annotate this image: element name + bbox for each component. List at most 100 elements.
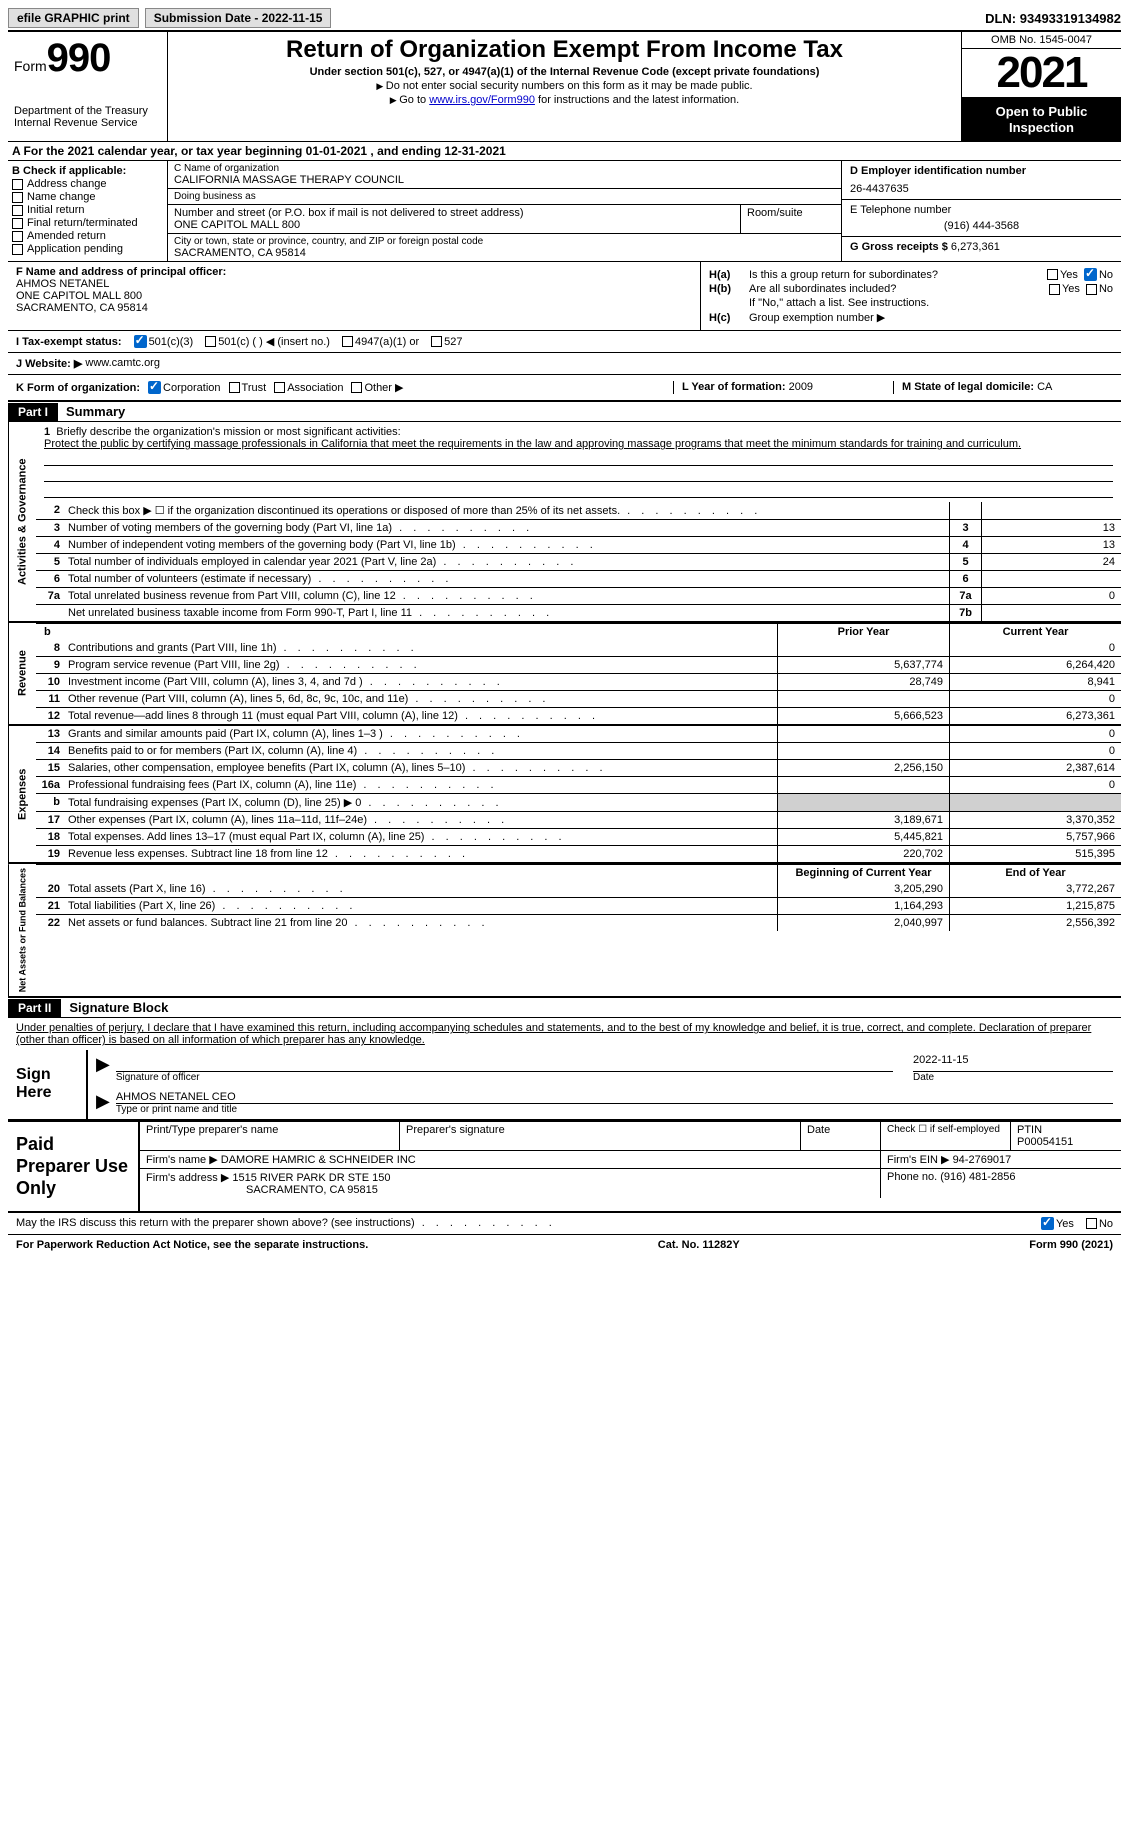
net-content: Beginning of Current Year End of Year 20… — [36, 864, 1121, 996]
row-desc: Total assets (Part X, line 16) — [64, 881, 777, 897]
h-section: H(a) Is this a group return for subordin… — [701, 262, 1121, 330]
irs-link[interactable]: www.irs.gov/Form990 — [429, 94, 535, 106]
opt-label: Association — [287, 382, 343, 394]
opt-4947[interactable]: 4947(a)(1) or — [342, 336, 419, 348]
curr-val: 3,370,352 — [949, 812, 1121, 828]
checkbox-icon — [12, 205, 23, 216]
checkbox-icon — [1086, 1218, 1097, 1229]
chk-initial-return[interactable]: Initial return — [12, 204, 163, 216]
sig-row-2: ▶ AHMOS NETANEL CEO Type or print name a… — [88, 1087, 1121, 1119]
row-num: 12 — [36, 708, 64, 724]
tel-value: (916) 444-3568 — [850, 220, 1113, 232]
summary-row: Net unrelated business taxable income fr… — [36, 604, 1121, 621]
opt-label: 501(c) ( ) ◀ (insert no.) — [218, 335, 330, 348]
yes-label: Yes — [1056, 1218, 1074, 1230]
hb-note: If "No," attach a list. See instructions… — [709, 297, 1113, 309]
opt-other[interactable]: Other ▶ — [351, 381, 403, 394]
hc-text: Group exemption number ▶ — [749, 311, 1113, 324]
form-subtitle: Under section 501(c), 527, or 4947(a)(1)… — [176, 66, 953, 78]
row-num: 2 — [36, 502, 64, 519]
hb-no[interactable]: No — [1086, 283, 1113, 295]
hb-yes[interactable]: Yes — [1049, 283, 1080, 295]
row-num: 9 — [36, 657, 64, 673]
header-middle: Return of Organization Exempt From Incom… — [168, 32, 961, 141]
phone-label: Phone no. — [887, 1171, 937, 1183]
form-title: Return of Organization Exempt From Incom… — [176, 36, 953, 64]
preparer-section: Paid Preparer Use Only Print/Type prepar… — [8, 1120, 1121, 1213]
org-name-cell: C Name of organization CALIFORNIA MASSAG… — [168, 161, 841, 189]
row-val: 24 — [981, 554, 1121, 570]
row-desc: Other expenses (Part IX, column (A), lin… — [64, 812, 777, 828]
row-desc: Net assets or fund balances. Subtract li… — [64, 915, 777, 931]
chk-address-change[interactable]: Address change — [12, 178, 163, 190]
summary-row: 9Program service revenue (Part VIII, lin… — [36, 656, 1121, 673]
firm-addr-cell: Firm's address ▶ 1515 RIVER PARK DR STE … — [140, 1169, 881, 1198]
discuss-no[interactable]: No — [1086, 1218, 1113, 1230]
firm-ein-label: Firm's EIN ▶ — [887, 1154, 950, 1166]
opt-527[interactable]: 527 — [431, 336, 462, 348]
yes-label: Yes — [1060, 269, 1078, 281]
sub-date-value: 2022-11-15 — [262, 11, 323, 25]
officer-addr1: ONE CAPITOL MALL 800 — [16, 290, 692, 302]
officer-addr2: SACRAMENTO, CA 95814 — [16, 302, 692, 314]
firm-name: DAMORE HAMRIC & SCHNEIDER INC — [221, 1154, 416, 1166]
curr-val: 0 — [949, 691, 1121, 707]
mission-text: Protect the public by certifying massage… — [44, 438, 1021, 450]
ha-no[interactable]: No — [1084, 268, 1113, 281]
activities-governance-block: Activities & Governance 1 Briefly descri… — [8, 422, 1121, 623]
summary-row: 10Investment income (Part VIII, column (… — [36, 673, 1121, 690]
yes-label: Yes — [1062, 283, 1080, 295]
yf-label: L Year of formation: — [682, 381, 786, 393]
row-desc: Contributions and grants (Part VIII, lin… — [64, 640, 777, 656]
prior-val: 28,749 — [777, 674, 949, 690]
prior-val — [777, 743, 949, 759]
sign-here-label: Sign Here — [8, 1050, 88, 1119]
address-row: Number and street (or P.O. box if mail i… — [168, 205, 841, 234]
opt-trust[interactable]: Trust — [229, 382, 267, 394]
chk-amended-return[interactable]: Amended return — [12, 230, 163, 242]
dba-cell: Doing business as — [168, 189, 841, 205]
opt-association[interactable]: Association — [274, 382, 343, 394]
curr-val: 2,387,614 — [949, 760, 1121, 776]
chk-name-change[interactable]: Name change — [12, 191, 163, 203]
prep-date-hdr: Date — [801, 1122, 881, 1150]
efile-button[interactable]: efile GRAPHIC print — [8, 8, 139, 28]
section-bcd: B Check if applicable: Address change Na… — [8, 161, 1121, 262]
gross-label: G Gross receipts $ — [850, 241, 948, 253]
checked-icon — [1041, 1217, 1054, 1230]
form-org: K Form of organization: Corporation Trus… — [16, 381, 673, 394]
row-num: 6 — [36, 571, 64, 587]
principal-officer: F Name and address of principal officer:… — [8, 262, 701, 330]
website-value: www.camtc.org — [85, 357, 160, 370]
chk-final-return[interactable]: Final return/terminated — [12, 217, 163, 229]
curr-val: 0 — [949, 743, 1121, 759]
header-right: OMB No. 1545-0047 2021 Open to Public In… — [961, 32, 1121, 141]
city-value: SACRAMENTO, CA 95814 — [174, 247, 835, 259]
opt-501c3[interactable]: 501(c)(3) — [134, 335, 194, 348]
expenses-block: Expenses 13Grants and similar amounts pa… — [8, 726, 1121, 864]
prior-val — [777, 640, 949, 656]
no-label: No — [1099, 1218, 1113, 1230]
opt-corporation[interactable]: Corporation — [148, 381, 220, 394]
summary-row: 15Salaries, other compensation, employee… — [36, 759, 1121, 776]
row-num: 3 — [36, 520, 64, 536]
checkbox-icon — [205, 336, 216, 347]
chk-application-pending[interactable]: Application pending — [12, 243, 163, 255]
row-val — [981, 502, 1121, 519]
sd-value: CA — [1037, 381, 1052, 393]
opt-501c[interactable]: 501(c) ( ) ◀ (insert no.) — [205, 335, 330, 348]
prior-val — [777, 794, 949, 811]
row-desc: Program service revenue (Part VIII, line… — [64, 657, 777, 673]
discuss-yes[interactable]: Yes — [1041, 1217, 1074, 1230]
street-cell: Number and street (or P.O. box if mail i… — [168, 205, 741, 233]
row-num: 8 — [36, 640, 64, 656]
checkbox-icon — [229, 382, 240, 393]
summary-row: 6Total number of volunteers (estimate if… — [36, 570, 1121, 587]
curr-val: 8,941 — [949, 674, 1121, 690]
ha-yes[interactable]: Yes — [1047, 269, 1078, 281]
sd-label: M State of legal domicile: — [902, 381, 1034, 393]
section-a-pre: A For the 2021 calendar year, or tax yea… — [12, 144, 306, 158]
summary-row: 3Number of voting members of the governi… — [36, 519, 1121, 536]
gov-content: 1 Briefly describe the organization's mi… — [36, 422, 1121, 621]
curr-val: 5,757,966 — [949, 829, 1121, 845]
